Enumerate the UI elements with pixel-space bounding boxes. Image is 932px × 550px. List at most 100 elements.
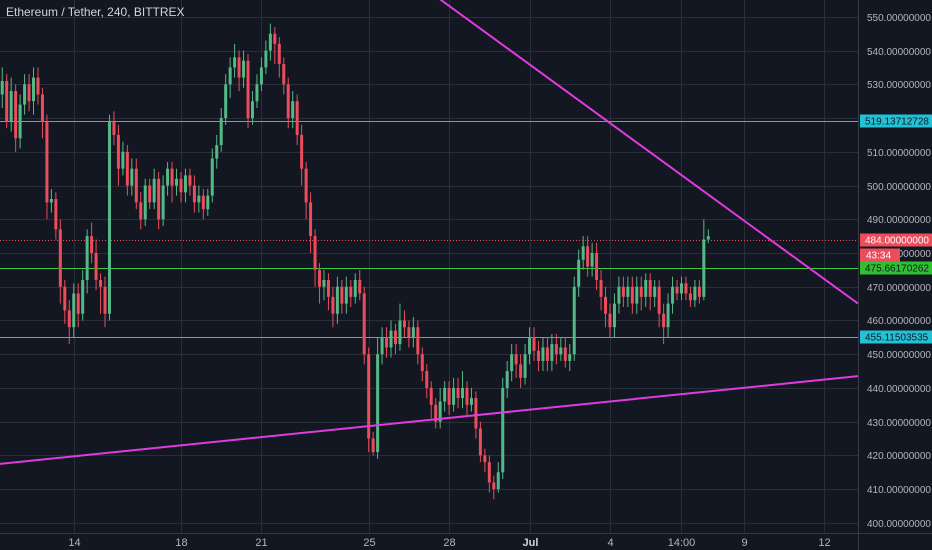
candle[interactable]	[175, 168, 179, 196]
candle[interactable]	[300, 124, 304, 186]
candle[interactable]	[577, 249, 581, 297]
candle[interactable]	[595, 242, 599, 291]
candle[interactable]	[528, 327, 532, 365]
candle[interactable]	[210, 148, 214, 203]
candle[interactable]	[5, 74, 9, 129]
candle[interactable]	[228, 57, 232, 98]
candle[interactable]	[572, 276, 576, 361]
candle[interactable]	[233, 43, 237, 78]
candle[interactable]	[461, 371, 465, 409]
candle[interactable]	[90, 222, 94, 264]
candle[interactable]	[590, 242, 594, 277]
candle[interactable]	[99, 273, 103, 314]
candle[interactable]	[514, 344, 518, 378]
candle[interactable]	[121, 141, 125, 176]
candle[interactable]	[653, 279, 657, 307]
candle[interactable]	[130, 158, 134, 196]
candle[interactable]	[264, 40, 268, 75]
candle[interactable]	[206, 188, 210, 216]
candle[interactable]	[688, 286, 692, 307]
candle[interactable]	[72, 283, 76, 338]
candle[interactable]	[635, 276, 639, 314]
candle[interactable]	[420, 347, 424, 382]
candle[interactable]	[465, 381, 469, 415]
candle[interactable]	[675, 279, 679, 301]
candle[interactable]	[612, 293, 616, 338]
candle[interactable]	[63, 279, 67, 324]
candle[interactable]	[644, 273, 648, 307]
candle[interactable]	[367, 347, 371, 453]
candle[interactable]	[326, 273, 330, 311]
candle[interactable]	[496, 462, 500, 493]
candle[interactable]	[282, 57, 286, 95]
candle[interactable]	[49, 188, 53, 213]
candle[interactable]	[402, 310, 406, 338]
candle[interactable]	[621, 276, 625, 307]
candle[interactable]	[304, 161, 308, 220]
candle[interactable]	[318, 263, 322, 304]
candle[interactable]	[380, 327, 384, 365]
candle[interactable]	[679, 276, 683, 301]
candle[interactable]	[344, 276, 348, 314]
candle[interactable]	[157, 172, 161, 230]
candles[interactable]	[0, 23, 710, 500]
candle[interactable]	[134, 158, 138, 210]
candle[interactable]	[166, 161, 170, 196]
candle[interactable]	[519, 354, 523, 388]
candle[interactable]	[295, 94, 299, 146]
candle[interactable]	[693, 279, 697, 307]
candle[interactable]	[286, 77, 290, 129]
candle[interactable]	[501, 377, 505, 480]
candle[interactable]	[626, 276, 630, 307]
candle[interactable]	[452, 377, 456, 412]
candle[interactable]	[411, 317, 415, 348]
candle[interactable]	[335, 276, 339, 324]
candle[interactable]	[639, 276, 643, 311]
candle[interactable]	[313, 229, 317, 287]
candle[interactable]	[554, 333, 558, 365]
candle[interactable]	[322, 269, 326, 301]
candle[interactable]	[447, 381, 451, 415]
candle[interactable]	[23, 74, 27, 115]
candle[interactable]	[340, 279, 344, 314]
candle[interactable]	[85, 229, 89, 294]
trend-line[interactable]	[418, 0, 859, 305]
candle[interactable]	[139, 192, 143, 230]
candle[interactable]	[103, 276, 107, 328]
candle[interactable]	[273, 26, 277, 65]
candle[interactable]	[706, 229, 710, 243]
candle[interactable]	[487, 455, 491, 493]
candle[interactable]	[183, 168, 187, 203]
candle[interactable]	[219, 107, 223, 152]
candle[interactable]	[671, 276, 675, 314]
candle[interactable]	[541, 337, 545, 372]
candle[interactable]	[237, 50, 241, 92]
candle[interactable]	[94, 239, 98, 291]
candle[interactable]	[40, 87, 44, 139]
candle[interactable]	[510, 344, 514, 382]
candle[interactable]	[291, 91, 295, 129]
candle[interactable]	[456, 377, 460, 409]
candle[interactable]	[67, 300, 71, 345]
candle[interactable]	[617, 276, 621, 314]
candle[interactable]	[492, 475, 496, 500]
candle[interactable]	[0, 67, 4, 108]
candle[interactable]	[469, 387, 473, 412]
candle[interactable]	[170, 161, 174, 203]
candle[interactable]	[76, 283, 80, 328]
candle[interactable]	[9, 77, 13, 132]
candle[interactable]	[58, 219, 62, 304]
candle[interactable]	[385, 327, 389, 358]
candle[interactable]	[255, 74, 259, 108]
candle[interactable]	[608, 303, 612, 338]
candle[interactable]	[581, 236, 585, 270]
candle[interactable]	[277, 37, 281, 78]
candle[interactable]	[697, 279, 701, 304]
candle[interactable]	[563, 337, 567, 368]
candle[interactable]	[161, 175, 165, 227]
candle[interactable]	[545, 337, 549, 372]
candle[interactable]	[349, 279, 353, 307]
candle[interactable]	[550, 333, 554, 372]
candle[interactable]	[478, 421, 482, 463]
